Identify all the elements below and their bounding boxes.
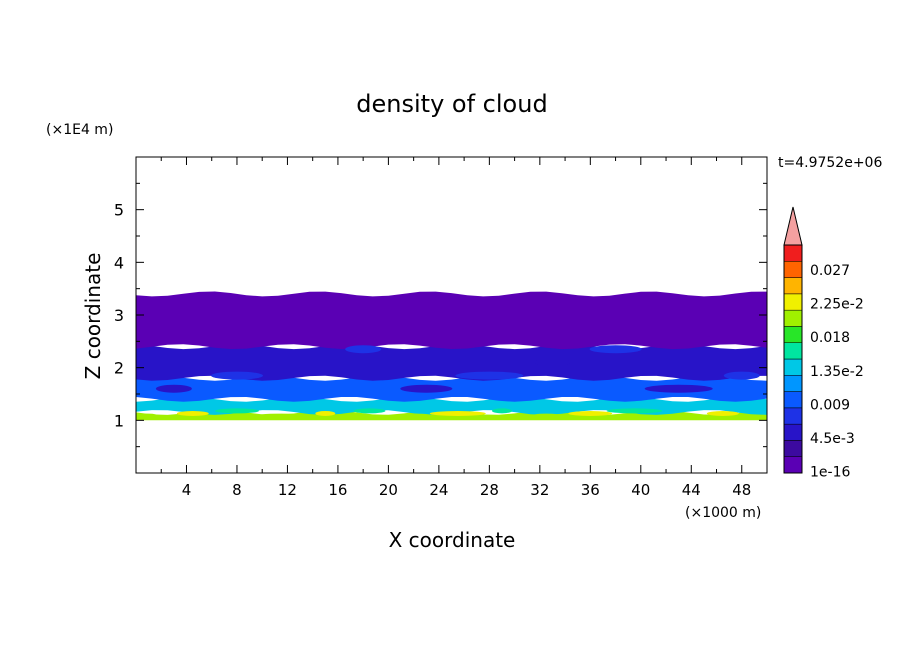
colorbar-segment bbox=[783, 407, 803, 425]
density-patch bbox=[400, 384, 453, 393]
x-tick-label: 32 bbox=[530, 481, 549, 499]
density-streak bbox=[391, 413, 436, 419]
cloud-band-3 bbox=[136, 344, 767, 381]
y-axis-label: Z coordinate bbox=[81, 253, 105, 380]
density-streak bbox=[429, 411, 486, 416]
density-patch bbox=[455, 371, 524, 380]
x-tick-label: 4 bbox=[182, 481, 192, 499]
colorbar-segment bbox=[783, 342, 803, 360]
density-patch bbox=[155, 384, 192, 393]
colorbar-label: 4.5e-3 bbox=[810, 431, 855, 447]
density-streak bbox=[215, 408, 259, 414]
colorbar-segment bbox=[783, 326, 803, 343]
density-patch bbox=[534, 358, 571, 367]
colorbar-segment bbox=[783, 293, 803, 311]
colorbar-segment bbox=[783, 358, 803, 376]
colorbar: 0.027 2.25e-2 0.018 1.35e-2 0.009 4.5e-3 1e-16 bbox=[783, 206, 864, 481]
x-axis-ticks: 4 8 12 16 20 24 28 32 36 40 44 48 bbox=[160, 157, 751, 499]
density-streak bbox=[176, 411, 209, 416]
y-unit-label: (×1E4 m) bbox=[46, 122, 113, 138]
cloud-band-4 bbox=[136, 291, 767, 350]
colorbar-segment bbox=[783, 423, 803, 441]
x-tick-label: 8 bbox=[232, 481, 242, 499]
colorbar-label: 1.35e-2 bbox=[810, 364, 864, 380]
colorbar-segment bbox=[783, 244, 803, 262]
density-streak bbox=[492, 408, 512, 414]
x-tick-label: 48 bbox=[732, 481, 751, 499]
density-streak bbox=[606, 408, 663, 414]
x-tick-label: 36 bbox=[581, 481, 600, 499]
x-tick-label: 16 bbox=[328, 481, 347, 499]
colorbar-frame bbox=[783, 244, 803, 474]
density-patch bbox=[644, 384, 713, 393]
density-patch bbox=[266, 358, 335, 367]
density-patch bbox=[211, 371, 263, 380]
density-streak bbox=[706, 411, 739, 416]
colorbar-segment bbox=[783, 440, 803, 457]
colorbar-segment bbox=[783, 456, 803, 474]
chart-title: density of cloud bbox=[356, 90, 547, 118]
density-patch bbox=[723, 371, 760, 380]
density-field bbox=[136, 291, 767, 421]
y-tick-label: 4 bbox=[114, 253, 124, 272]
density-streak bbox=[530, 413, 563, 419]
y-tick-label: 1 bbox=[114, 411, 124, 430]
density-streak bbox=[568, 411, 613, 416]
colorbar-label: 0.027 bbox=[810, 263, 850, 279]
colorbar-extend-arrow bbox=[783, 206, 803, 246]
density-streak bbox=[315, 411, 336, 416]
colorbar-label: 1e-16 bbox=[810, 465, 850, 481]
density-patch bbox=[589, 345, 642, 354]
x-tick-label: 28 bbox=[480, 481, 499, 499]
x-unit-label: (×1000 m) bbox=[685, 505, 761, 521]
x-tick-label: 40 bbox=[631, 481, 650, 499]
density-streak bbox=[253, 413, 310, 419]
x-tick-label: 12 bbox=[278, 481, 297, 499]
y-tick-label: 2 bbox=[114, 359, 124, 378]
colorbar-label: 0.018 bbox=[810, 330, 850, 346]
colorbar-segment bbox=[783, 391, 803, 409]
density-patch bbox=[345, 345, 382, 354]
density-streak bbox=[668, 413, 689, 419]
colorbar-segment bbox=[783, 309, 803, 327]
colorbar-segment bbox=[783, 277, 803, 295]
x-axis-label: X coordinate bbox=[389, 528, 516, 552]
y-tick-label: 5 bbox=[114, 201, 124, 220]
density-streak bbox=[353, 408, 386, 414]
colorbar-segment bbox=[783, 261, 803, 278]
time-label: t=4.9752e+06 bbox=[778, 155, 882, 171]
y-axis-ticks: 1 2 3 4 5 bbox=[114, 182, 767, 448]
x-tick-label: 24 bbox=[429, 481, 448, 499]
density-streak bbox=[138, 413, 159, 419]
colorbar-segment bbox=[783, 375, 803, 392]
colorbar-label: 2.25e-2 bbox=[810, 297, 864, 313]
y-tick-label: 3 bbox=[114, 306, 124, 325]
x-tick-label: 20 bbox=[379, 481, 398, 499]
colorbar-label: 0.009 bbox=[810, 397, 850, 413]
plot-frame bbox=[135, 156, 768, 474]
x-tick-label: 44 bbox=[682, 481, 701, 499]
